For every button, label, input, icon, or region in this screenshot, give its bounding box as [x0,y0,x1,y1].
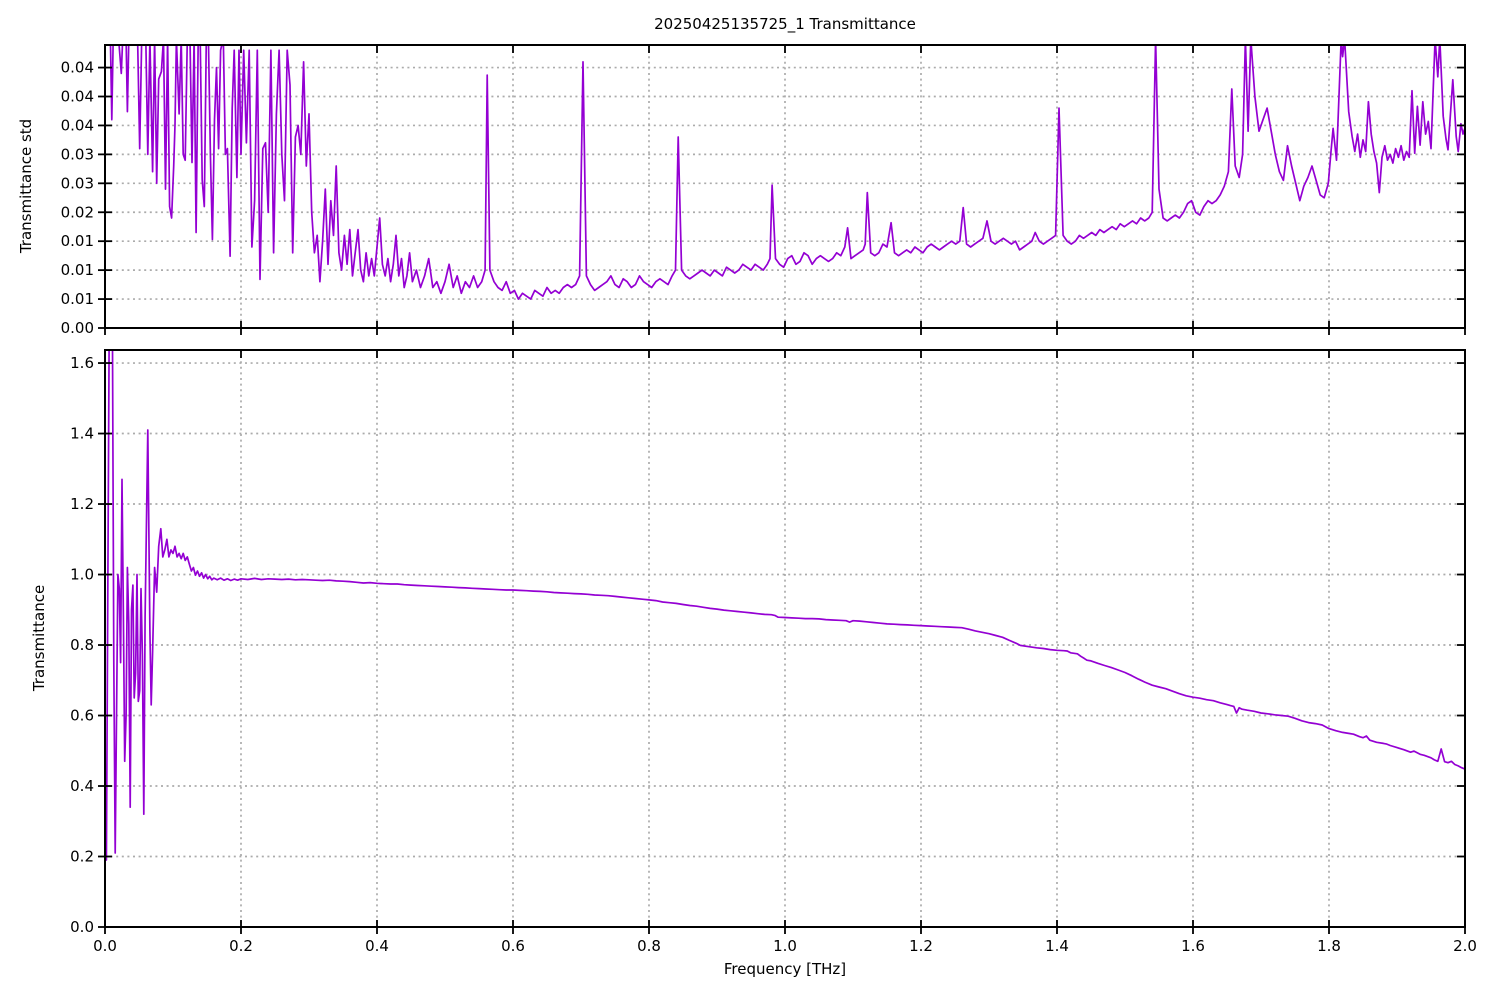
y-tick-label: 0.04 [61,59,94,77]
x-tick-label: 0.2 [229,937,253,955]
transmittance-line [105,350,1465,861]
y-tick-label: 0.02 [61,203,94,221]
y-tick-label: 0.4 [70,777,94,795]
y-tick-label: 0.8 [70,636,94,654]
top-subplot-transmittance-std: 0.00 0.01 0.01 0.01 0.02 0.03 0.03 0.04 0.04 0.04 [61,44,1466,337]
x-tick-label: 1.8 [1317,937,1341,955]
y-tick-label: 1.2 [70,495,94,513]
grid-lines [105,350,1465,927]
x-tick-label: 2.0 [1453,937,1477,955]
tick-marks [98,45,1466,335]
tick-labels: 0.00 0.01 0.01 0.01 0.02 0.03 0.03 0.04 0.04 0.04 [61,59,94,337]
y-tick-label: 1.0 [70,566,94,584]
y-tick-label: 0.01 [61,290,94,308]
tick-marks [98,350,1466,934]
x-tick-label: 0.6 [501,937,525,955]
tick-labels: 0.0 0.2 0.4 0.6 0.8 1.0 1.2 1.4 1.6 0.0 0.2 0.4 0.6 0… [70,354,1477,955]
x-axis-label: Frequency [THz] [724,960,846,978]
top-y-axis-label: Transmittance std [17,119,35,254]
y-tick-label: 0.00 [61,319,94,337]
x-tick-label: 1.2 [909,937,933,955]
bottom-subplot-transmittance: 0.0 0.2 0.4 0.6 0.8 1.0 1.2 1.4 1.6 0.0 0.2 0.4 0.6 0… [70,349,1477,955]
y-tick-label: 0.01 [61,261,94,279]
y-tick-label: 0.03 [61,174,94,192]
bottom-y-axis-label: Transmittance [30,585,48,692]
x-tick-label: 0.8 [637,937,661,955]
transmittance-std-line [109,45,1465,300]
grid-lines [105,45,1465,328]
x-tick-label: 0.0 [93,937,117,955]
axes-border [104,349,1466,928]
x-tick-label: 1.4 [1045,937,1069,955]
y-tick-label: 0.04 [61,88,94,106]
figure-title: 20250425135725_1 Transmittance [654,15,916,34]
y-tick-label: 0.0 [70,918,94,936]
y-tick-label: 0.04 [61,116,94,134]
x-tick-label: 0.4 [365,937,389,955]
y-tick-label: 0.01 [61,232,94,250]
x-tick-label: 1.6 [1181,937,1205,955]
y-tick-label: 1.4 [70,425,94,443]
y-tick-label: 1.6 [70,354,94,372]
y-tick-label: 0.03 [61,145,94,163]
y-tick-label: 0.6 [70,707,94,725]
y-tick-label: 0.2 [70,848,94,866]
x-tick-label: 1.0 [773,937,797,955]
